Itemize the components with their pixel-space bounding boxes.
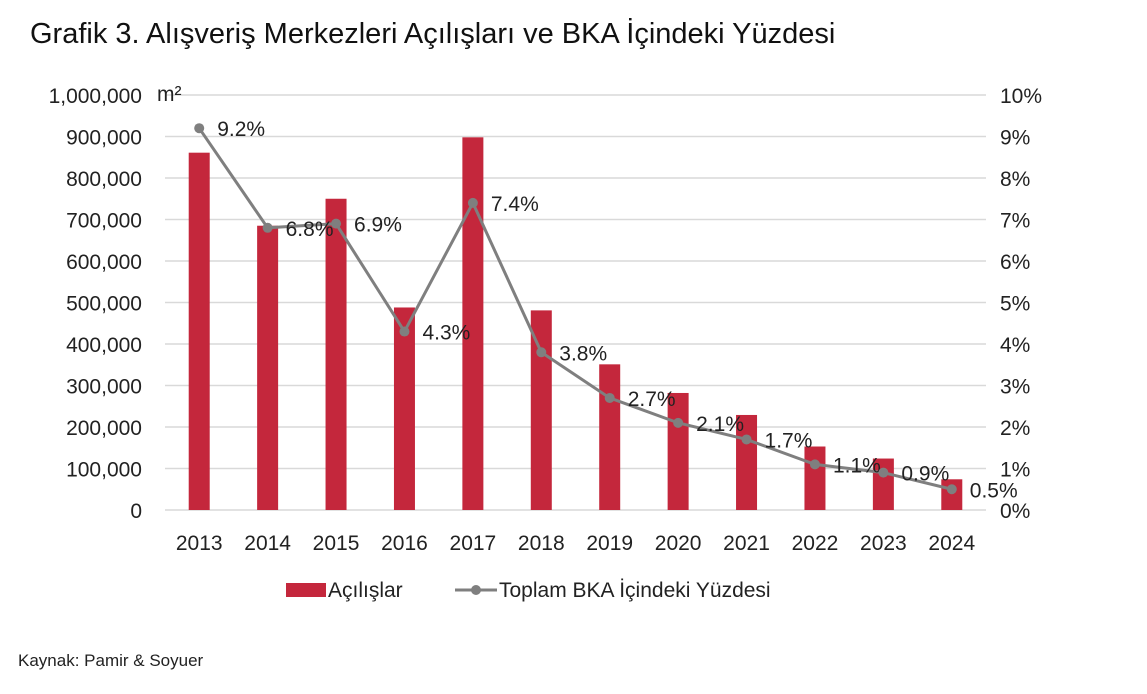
y-tick-label: 700,000 <box>66 210 142 233</box>
bar-2019 <box>599 364 621 510</box>
x-tick-label: 2014 <box>244 532 291 555</box>
data-label: 0.5% <box>970 479 1018 502</box>
x-tick-label: 2016 <box>381 532 428 555</box>
y-tick-label: 100,000 <box>66 459 142 482</box>
y2-tick-label: 5% <box>1000 293 1030 316</box>
legend-label-bars: Açılışlar <box>328 579 403 602</box>
data-label: 1.1% <box>833 454 881 477</box>
y-tick-label: 1,000,000 <box>49 85 142 108</box>
line-point-2024 <box>946 484 957 495</box>
line-point-2015 <box>331 218 342 229</box>
y2-tick-label: 4% <box>1000 334 1030 357</box>
y-axis-unit: m² <box>157 83 182 106</box>
y2-tick-label: 9% <box>1000 127 1030 150</box>
data-label: 6.8% <box>286 218 334 241</box>
legend-label-line: Toplam BKA İçindeki Yüzdesi <box>499 579 771 602</box>
y-tick-label: 600,000 <box>66 251 142 274</box>
bar-2018 <box>530 310 552 510</box>
y-tick-label: 900,000 <box>66 127 142 150</box>
data-label: 1.7% <box>765 429 813 452</box>
source-note: Kaynak: Pamir & Soyuer <box>18 651 204 670</box>
y-tick-label: 400,000 <box>66 334 142 357</box>
y2-tick-label: 1% <box>1000 459 1030 482</box>
y2-tick-label: 0% <box>1000 500 1030 523</box>
x-tick-label: 2021 <box>723 532 770 555</box>
y-tick-label: 300,000 <box>66 376 142 399</box>
chart-title: Grafik 3. Alışveriş Merkezleri Açılışlar… <box>30 18 836 50</box>
y-tick-label: 0 <box>130 500 142 523</box>
x-tick-label: 2022 <box>792 532 839 555</box>
line-point-2018 <box>536 347 547 358</box>
line-point-2020 <box>673 417 684 428</box>
x-tick-label: 2023 <box>860 532 907 555</box>
x-tick-label: 2013 <box>176 532 223 555</box>
x-tick-label: 2019 <box>586 532 633 555</box>
data-label: 0.9% <box>901 463 949 486</box>
data-label: 2.1% <box>696 413 744 436</box>
data-label: 7.4% <box>491 193 539 216</box>
line-point-2016 <box>399 326 410 337</box>
data-label: 4.3% <box>422 322 470 345</box>
data-label: 2.7% <box>628 388 676 411</box>
y2-tick-label: 7% <box>1000 210 1030 233</box>
x-tick-label: 2024 <box>928 532 975 555</box>
legend-marker-line <box>471 585 481 595</box>
line-point-2017 <box>467 197 478 208</box>
y2-tick-label: 2% <box>1000 417 1030 440</box>
bar-2016 <box>393 307 415 510</box>
data-label: 9.2% <box>217 118 265 141</box>
bar-2022 <box>804 446 826 510</box>
line-point-2023 <box>878 467 889 478</box>
line-point-2022 <box>809 459 820 470</box>
bar-2017 <box>462 137 484 510</box>
y2-tick-label: 8% <box>1000 168 1030 191</box>
line-point-2019 <box>604 392 615 403</box>
x-tick-label: 2015 <box>313 532 360 555</box>
data-label: 6.9% <box>354 214 402 237</box>
y-tick-label: 800,000 <box>66 168 142 191</box>
y2-tick-label: 3% <box>1000 376 1030 399</box>
legend-swatch-bars <box>286 583 326 597</box>
y2-tick-label: 10% <box>1000 85 1042 108</box>
data-label: 3.8% <box>559 342 607 365</box>
line-point-2021 <box>741 434 752 445</box>
bar-2015 <box>325 198 347 510</box>
y-tick-label: 200,000 <box>66 417 142 440</box>
x-tick-label: 2018 <box>518 532 565 555</box>
x-tick-label: 2020 <box>655 532 702 555</box>
y-tick-label: 500,000 <box>66 293 142 316</box>
y2-tick-label: 6% <box>1000 251 1030 274</box>
bar-2014 <box>257 225 279 510</box>
bar-2013 <box>188 152 210 510</box>
line-point-2014 <box>262 222 273 233</box>
line-series <box>197 127 953 491</box>
line-point-2013 <box>194 123 205 134</box>
x-tick-label: 2017 <box>450 532 497 555</box>
